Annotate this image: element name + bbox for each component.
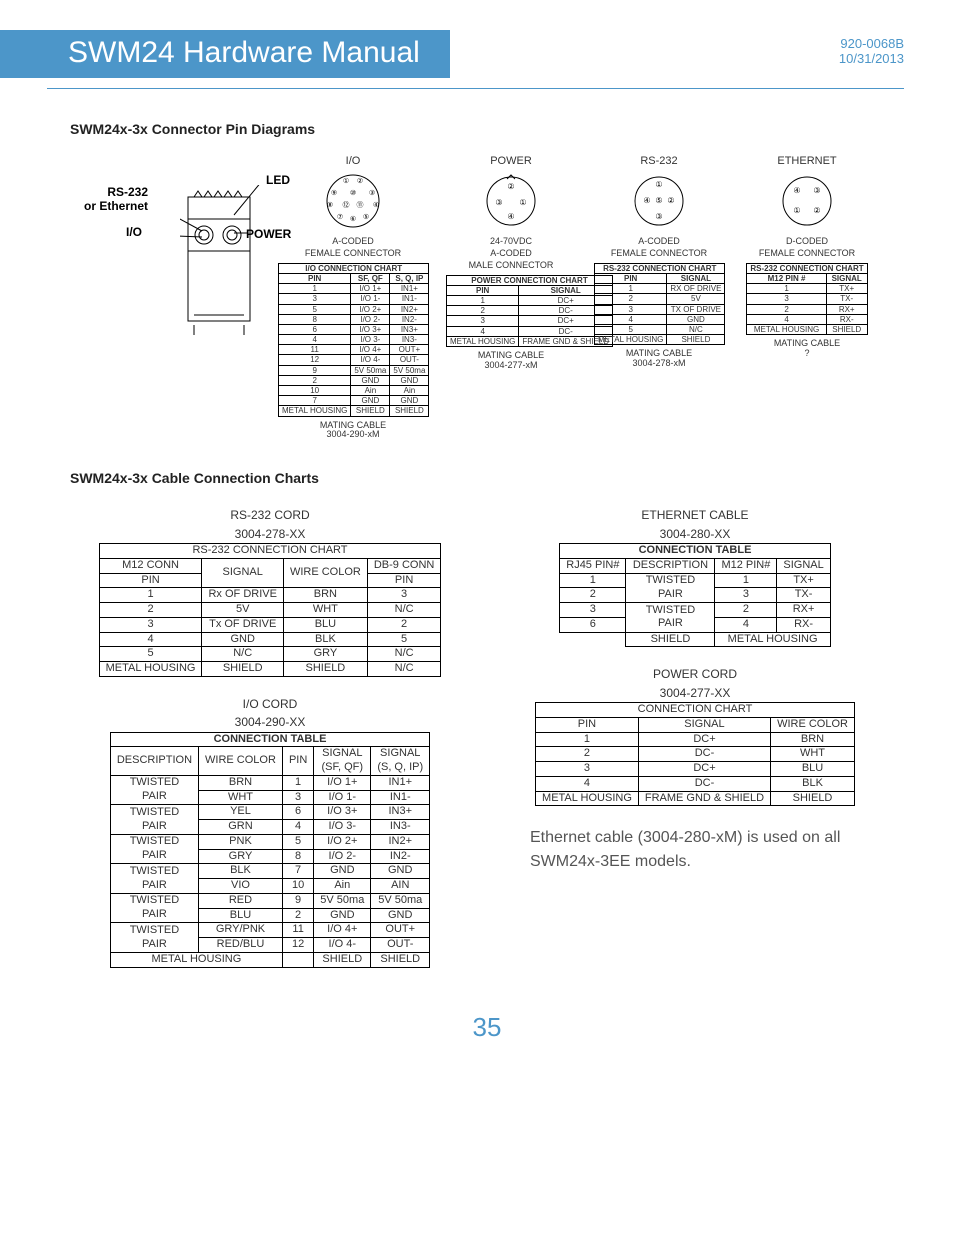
svg-text:③: ③ [813,186,820,195]
device-drawing: LED RS-232 or Ethernet I/O POWER [70,155,260,355]
rs232-cord-title2: 3004-278-XX [70,527,470,541]
svg-text:①: ① [519,198,526,207]
svg-text:④: ④ [793,186,800,195]
svg-text:⑤: ⑤ [655,196,662,205]
io-cord-title1: I/O CORD [70,697,470,711]
rs232-cord-table: RS-232 CONNECTION CHART M12 CONN SIGNAL … [99,543,442,677]
svg-text:①: ① [793,206,800,215]
eth-sub1: D-CODED [742,237,872,247]
connector-ethernet: ETHERNET ④③ ①② D-CODED FEMALE CONNECTOR … [742,155,872,359]
eth-cable-table: CONNECTION TABLE RJ45 PIN# DESCRIPTION M… [559,543,830,647]
io-mini-table: I/O CONNECTION CHART PINSF, QFS, Q, IP 1… [278,263,429,417]
doc-meta: 920-0068B 10/31/2013 [839,30,904,66]
rs232-cord-title1: RS-232 CORD [70,508,470,522]
io-mating: MATING CABLE 3004-290-xM [278,421,428,441]
svg-text:②: ② [357,177,363,185]
svg-text:⑥: ⑥ [350,215,356,223]
svg-text:⑨: ⑨ [331,189,337,197]
page-number: 35 [70,1012,904,1043]
doc-title: SWM24 Hardware Manual [0,30,450,78]
svg-text:⑩: ⑩ [350,189,356,197]
charts-right-col: ETHERNET CABLE 3004-280-XX CONNECTION TA… [530,504,860,874]
charts-left-col: RS-232 CORD 3004-278-XX RS-232 CONNECTIO… [70,504,470,987]
rs232-sub2: FEMALE CONNECTOR [594,249,724,259]
eth-title: ETHERNET [742,155,872,167]
io-cord-table: CONNECTION TABLE DESCRIPTION WIRE COLOR … [110,732,430,968]
section-title-1: SWM24x-3x Connector Pin Diagrams [70,121,904,137]
svg-text:②: ② [667,196,674,205]
label-rs-eth: RS-232 or Ethernet [76,185,148,213]
ethernet-note: Ethernet cable (3004-280-xM) is used on … [530,826,860,874]
eth-mini-table: RS-232 CONNECTION CHART M12 PIN #SIGNAL … [746,263,867,335]
label-io: I/O [126,225,142,239]
label-led: LED [266,173,290,187]
io-sub1: A-CODED [278,237,428,247]
power-cord-title2: 3004-277-XX [530,686,860,700]
svg-text:⑦: ⑦ [337,213,343,221]
eth-sub2: FEMALE CONNECTOR [742,249,872,259]
svg-text:③: ③ [655,212,662,221]
power-mini-table: POWER CONNECTION CHART PINSIGNAL 1DC+2DC… [446,275,613,347]
io-sub2: FEMALE CONNECTOR [278,249,428,259]
eth-cable-title1: ETHERNET CABLE [530,508,860,522]
doc-date: 10/31/2013 [839,51,904,66]
power-sub0: 24-70VDC [446,237,576,247]
svg-text:⑪: ⑪ [357,201,364,209]
doc-number: 920-0068B [839,36,904,51]
svg-text:②: ② [507,182,514,191]
cable-charts: RS-232 CORD 3004-278-XX RS-232 CONNECTIO… [70,504,904,987]
rs232-sub1: A-CODED [594,237,724,247]
svg-text:④: ④ [373,201,379,209]
rs232-connector-icon: ① ④⑤② ③ [631,173,687,229]
svg-text:④: ④ [507,212,514,221]
power-sub2: MALE CONNECTOR [446,261,576,271]
connector-power: POWER ② ③ ① ④ 24-70VDC A-CODED MALE CONNE… [446,155,576,371]
power-title: POWER [446,155,576,167]
rs232-title: RS-232 [594,155,724,167]
svg-text:⑧: ⑧ [327,201,333,209]
svg-text:②: ② [813,206,820,215]
connector-diagrams: LED RS-232 or Ethernet I/O POWER [70,155,904,440]
svg-text:⑤: ⑤ [363,213,369,221]
power-cord-table: CONNECTION CHART PINSIGNALWIRE COLOR 1DC… [535,702,855,806]
eth-cable-title2: 3004-280-XX [530,527,860,541]
io-cord-title2: 3004-290-XX [70,715,470,729]
page: SWM24 Hardware Manual 920-0068B 10/31/20… [0,0,954,1083]
power-cord-title1: POWER CORD [530,667,860,681]
svg-text:⑫: ⑫ [343,201,350,209]
rs232-mini-table: RS-232 CONNECTION CHART PINSIGNAL 1RX OF… [594,263,725,346]
power-connector-icon: ② ③ ① ④ [483,173,539,229]
device-icon [180,185,260,345]
svg-text:③: ③ [369,189,375,197]
section-title-2: SWM24x-3x Cable Connection Charts [70,470,904,486]
power-mating: MATING CABLE 3004-277-xM [446,351,576,371]
connector-rs232: RS-232 ① ④⑤② ③ A-CODED FEMALE CONNECTOR … [594,155,724,369]
svg-text:①: ① [655,180,662,189]
power-sub1: A-CODED [446,249,576,259]
svg-text:①: ① [343,177,349,185]
connector-io: I/O ①② ⑨ ⑩ ③ ⑧ ⑫⑪ ④ ⑦⑥⑤ A-CODED FEMALE CONNE… [278,155,428,440]
ethernet-connector-icon: ④ ③ ① ② [779,173,835,229]
rs232-mating: MATING CABLE 3004-278-xM [594,349,724,369]
svg-text:④: ④ [643,196,650,205]
io-connector-icon: ①② ⑨ ⑩ ③ ⑧ ⑫⑪ ④ ⑦⑥⑤ [318,173,388,229]
eth-mating: MATING CABLE ? [742,339,872,359]
header: SWM24 Hardware Manual 920-0068B 10/31/20… [0,30,904,78]
svg-text:③: ③ [495,198,502,207]
io-title: I/O [278,155,428,167]
content: SWM24x-3x Connector Pin Diagrams LED RS-… [0,89,904,1043]
